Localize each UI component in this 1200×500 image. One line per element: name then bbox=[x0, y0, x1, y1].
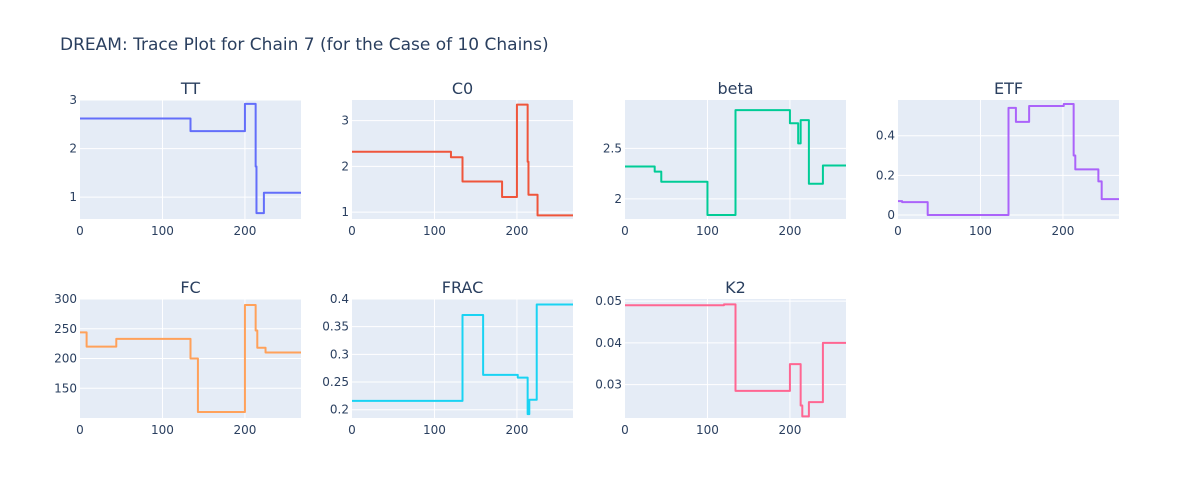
x-tick-label: 100 bbox=[151, 224, 174, 238]
series-line bbox=[80, 303, 301, 414]
y-tick-label: 3 bbox=[69, 93, 77, 107]
subplot-title: TT bbox=[180, 79, 200, 98]
subplot-title: K2 bbox=[725, 278, 746, 297]
subplot-frac: 0 100 200 0.2 0.25 0.3 0.35 0.4 FRAC bbox=[322, 278, 573, 437]
x-tick-label: 0 bbox=[348, 423, 356, 437]
series-line bbox=[898, 102, 1119, 217]
x-tick-label: 200 bbox=[505, 423, 528, 437]
x-tick-label: 200 bbox=[778, 224, 801, 238]
x-tick-label: 0 bbox=[894, 224, 902, 238]
y-tick-label: 1 bbox=[69, 190, 77, 204]
y-tick-label: 2.5 bbox=[603, 141, 622, 155]
y-tick-label: 0 bbox=[887, 208, 895, 222]
y-tick-label: 0.3 bbox=[330, 347, 349, 361]
y-tick-label: 200 bbox=[54, 352, 77, 366]
x-tick-label: 200 bbox=[778, 423, 801, 437]
series-line bbox=[625, 109, 846, 216]
y-tick-label: 1 bbox=[341, 205, 349, 219]
subplot-title: ETF bbox=[994, 79, 1023, 98]
x-tick-label: 200 bbox=[233, 423, 256, 437]
subplot-tt: 0 100 200 1 2 3 TT bbox=[69, 79, 301, 238]
x-tick-label: 100 bbox=[696, 423, 719, 437]
series-line bbox=[352, 303, 573, 416]
x-tick-label: 0 bbox=[76, 224, 84, 238]
subplot-title: C0 bbox=[452, 79, 473, 98]
y-tick-label: 0.2 bbox=[330, 403, 349, 417]
x-tick-label: 100 bbox=[151, 423, 174, 437]
x-tick-label: 100 bbox=[969, 224, 992, 238]
y-tick-label: 0.25 bbox=[322, 375, 349, 389]
figure-title: DREAM: Trace Plot for Chain 7 (for the C… bbox=[60, 35, 549, 55]
y-tick-label: 3 bbox=[341, 114, 349, 128]
y-tick-label: 2 bbox=[614, 192, 622, 206]
series-line bbox=[80, 102, 301, 215]
y-tick-label: 0.05 bbox=[595, 294, 622, 308]
x-tick-label: 0 bbox=[76, 423, 84, 437]
subplot-beta: 0 100 200 2 2.5 beta bbox=[603, 79, 846, 238]
x-tick-label: 100 bbox=[423, 224, 446, 238]
subplot-c0: 0 100 200 1 2 3 C0 bbox=[341, 79, 573, 238]
subplot-etf: 0 100 200 0 0.2 0.4 ETF bbox=[876, 79, 1119, 238]
y-tick-label: 2 bbox=[69, 142, 77, 156]
y-tick-label: 0.03 bbox=[595, 378, 622, 392]
y-tick-label: 300 bbox=[54, 292, 77, 306]
y-tick-label: 0.4 bbox=[330, 292, 349, 306]
x-tick-label: 200 bbox=[505, 224, 528, 238]
series-line bbox=[625, 303, 846, 418]
x-tick-label: 0 bbox=[621, 224, 629, 238]
x-tick-label: 100 bbox=[423, 423, 446, 437]
y-tick-label: 250 bbox=[54, 322, 77, 336]
subplot-fc: 0 100 200 150 200 250 300 FC bbox=[54, 278, 301, 437]
x-tick-label: 200 bbox=[1051, 224, 1074, 238]
y-tick-label: 150 bbox=[54, 381, 77, 395]
x-tick-label: 0 bbox=[348, 224, 356, 238]
x-tick-label: 0 bbox=[621, 423, 629, 437]
y-tick-label: 0.2 bbox=[876, 168, 895, 182]
y-tick-label: 2 bbox=[341, 159, 349, 173]
series-line bbox=[352, 103, 573, 217]
subplot-title: beta bbox=[717, 79, 753, 98]
subplot-title: FRAC bbox=[442, 278, 484, 297]
subplot-k2: 0 100 200 0.03 0.04 0.05 K2 bbox=[595, 278, 846, 437]
y-tick-label: 0.04 bbox=[595, 336, 622, 350]
subplot-title: FC bbox=[180, 278, 200, 297]
y-tick-label: 0.4 bbox=[876, 129, 895, 143]
y-tick-label: 0.35 bbox=[322, 320, 349, 334]
x-tick-label: 100 bbox=[696, 224, 719, 238]
x-tick-label: 200 bbox=[233, 224, 256, 238]
